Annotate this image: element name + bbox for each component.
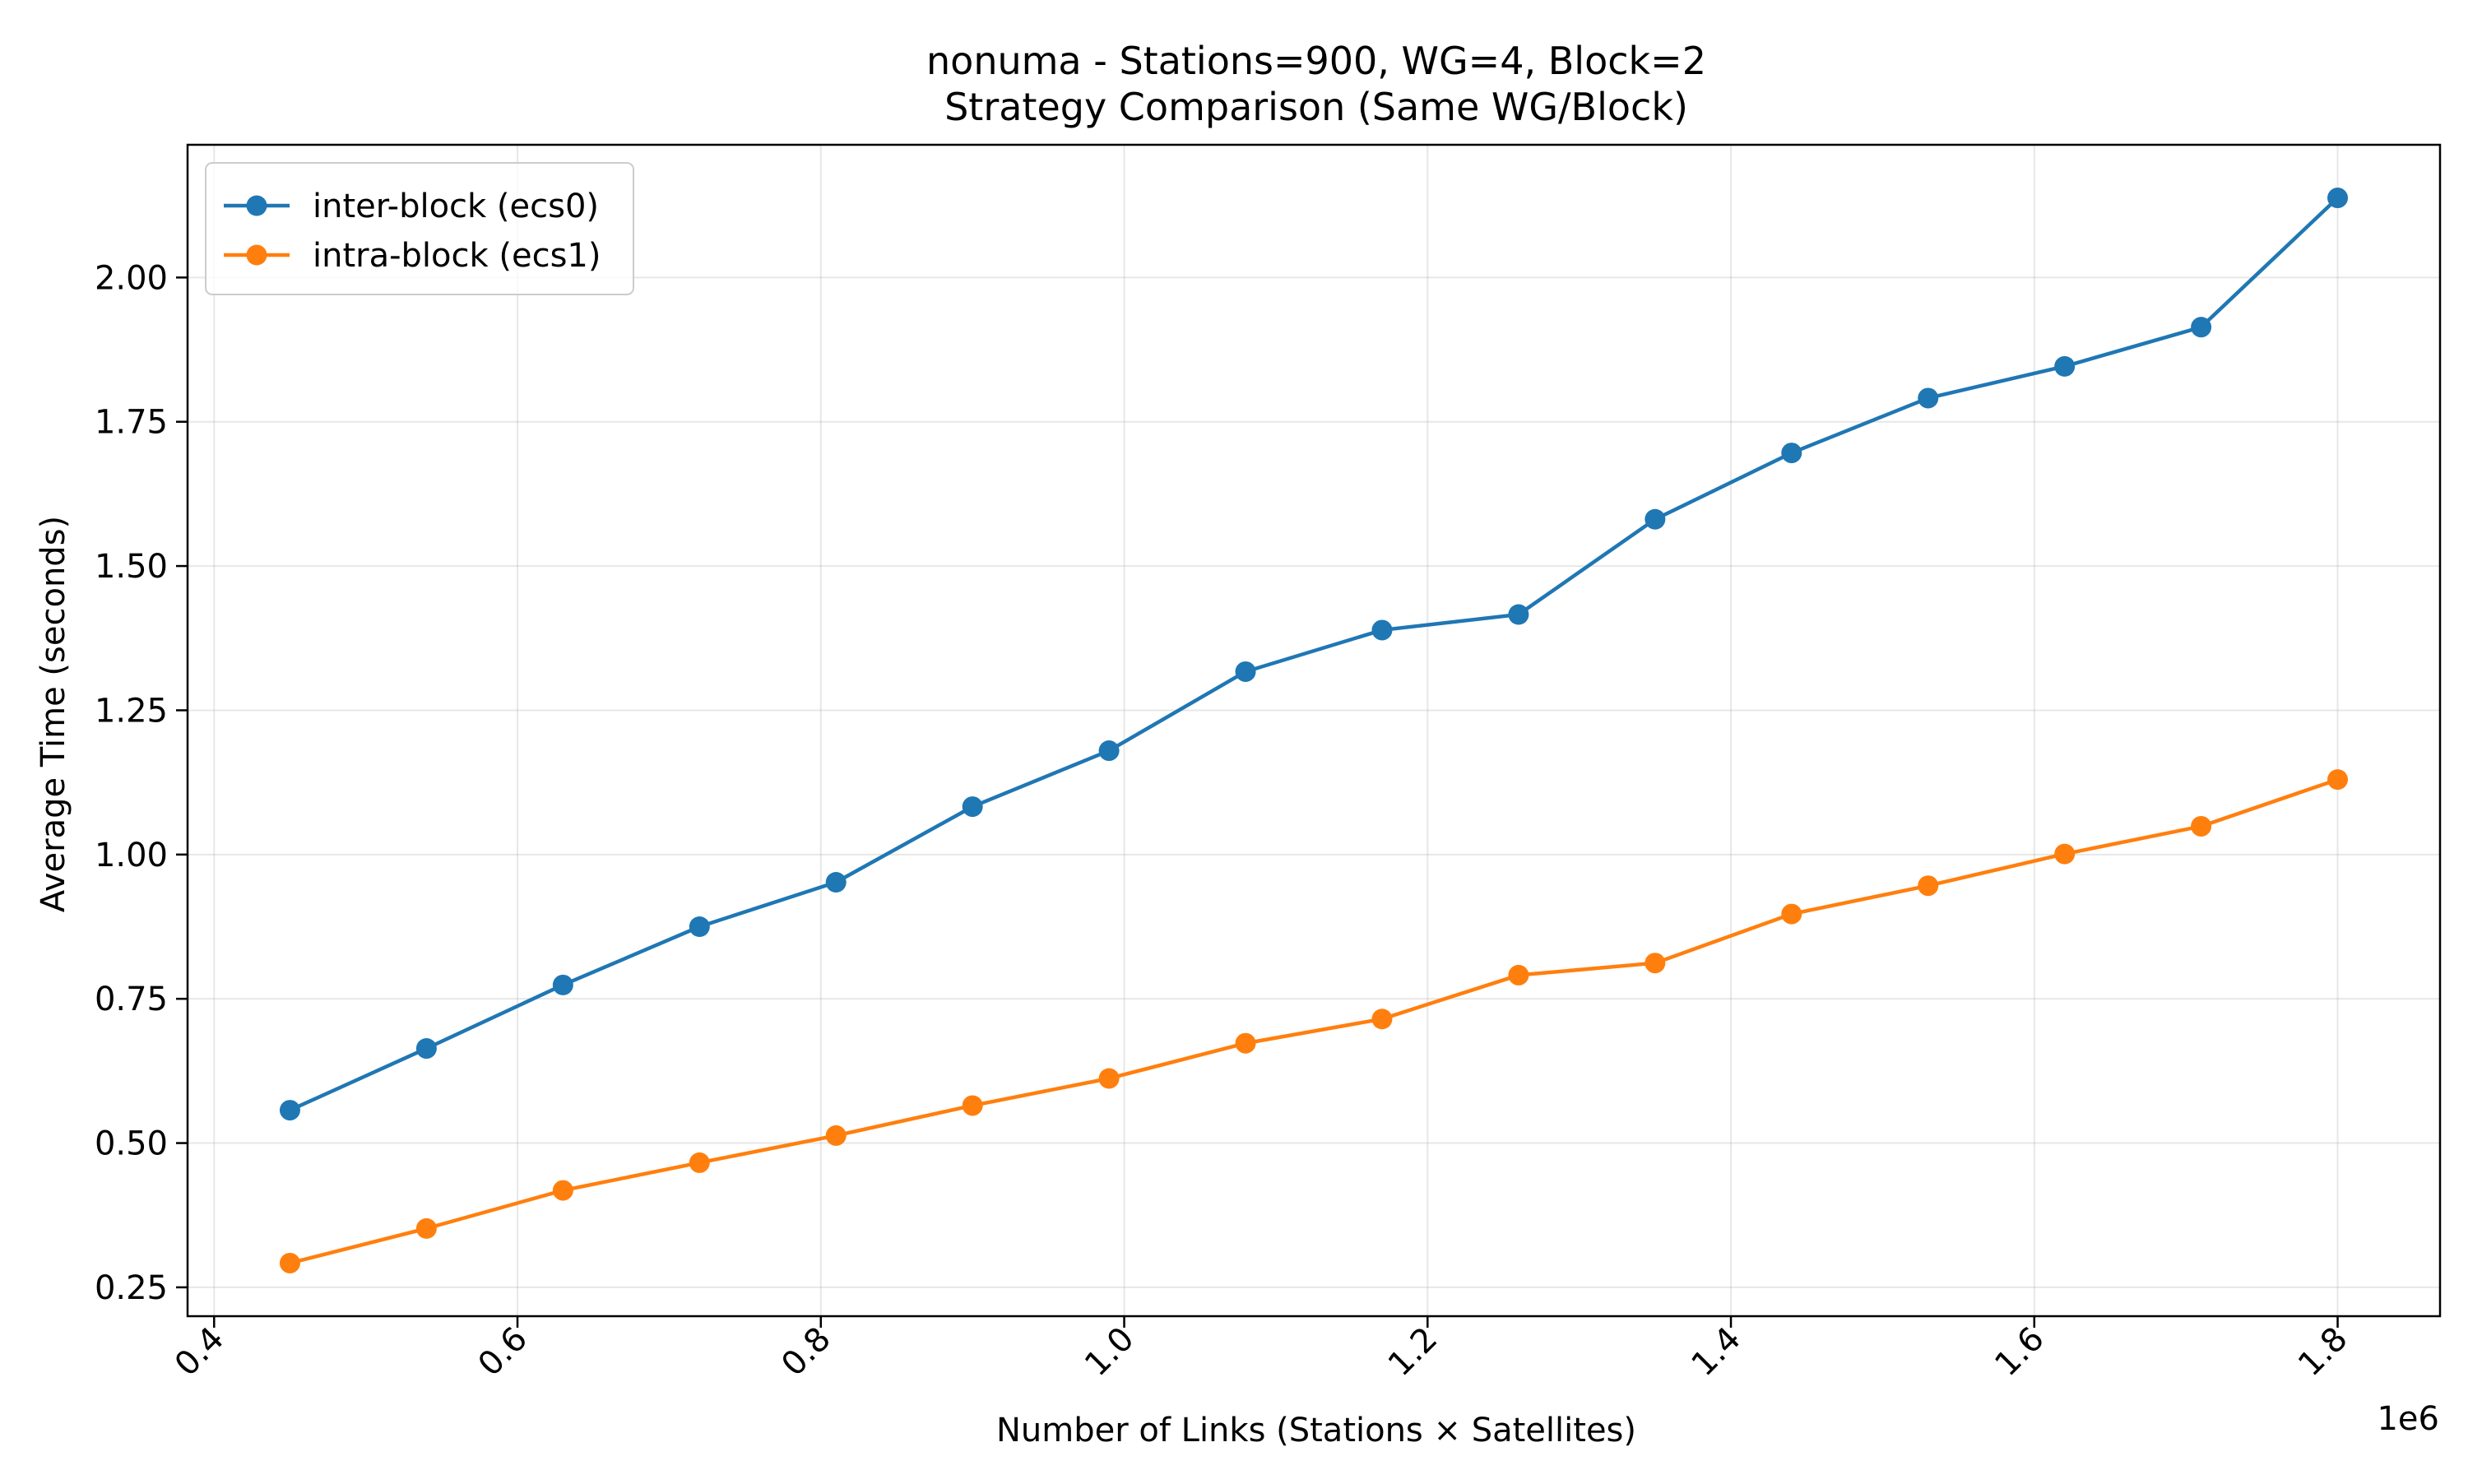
- data-point-series-0: [689, 916, 710, 938]
- legend-label-0: inter-block (ecs0): [313, 188, 599, 225]
- y-tick-label: 0.75: [95, 981, 168, 1018]
- data-point-series-0: [415, 1038, 437, 1060]
- legend-marker-1: [246, 244, 267, 266]
- y-tick-label: 1.50: [95, 548, 168, 586]
- data-point-series-1: [1235, 1032, 1256, 1054]
- data-point-series-1: [1645, 953, 1666, 974]
- data-point-series-0: [1371, 619, 1393, 641]
- y-tick-label: 0.25: [95, 1269, 168, 1307]
- data-point-series-1: [2327, 769, 2349, 791]
- x-axis-offset-label: 1e6: [2377, 1400, 2439, 1438]
- data-point-series-0: [1918, 387, 1939, 409]
- y-axis-label: Average Time (seconds): [35, 516, 72, 912]
- data-point-series-1: [2191, 815, 2212, 837]
- data-point-series-0: [825, 871, 847, 893]
- data-point-series-1: [415, 1217, 437, 1239]
- data-point-series-0: [1781, 443, 1802, 464]
- x-axis-label: Number of Links (Stations × Satellites): [996, 1412, 1636, 1449]
- y-tick-label: 1.25: [95, 692, 168, 730]
- data-point-series-1: [2054, 843, 2076, 865]
- chart-subtitle: Strategy Comparison (Same WG/Block): [944, 85, 1688, 129]
- data-point-series-1: [1781, 903, 1802, 925]
- data-point-series-1: [279, 1252, 300, 1273]
- data-point-series-1: [1508, 964, 1529, 985]
- data-point-series-0: [1098, 740, 1120, 762]
- data-point-series-0: [2054, 355, 2076, 377]
- y-tick-label: 0.50: [95, 1125, 168, 1163]
- data-point-series-0: [552, 974, 573, 995]
- data-point-series-0: [1645, 508, 1666, 530]
- chart-title: nonuma - Stations=900, WG=4, Block=2: [926, 39, 1706, 83]
- data-point-series-1: [1098, 1068, 1120, 1089]
- plot-frame: [186, 143, 2442, 1318]
- data-point-series-0: [1235, 661, 1256, 682]
- data-point-series-1: [689, 1152, 710, 1173]
- data-point-series-0: [2327, 188, 2349, 209]
- y-tick-label: 1.75: [95, 404, 168, 442]
- data-point-series-1: [1918, 875, 1939, 897]
- y-tick-label: 2.00: [95, 259, 168, 297]
- data-point-series-0: [962, 796, 983, 818]
- data-point-series-0: [1508, 604, 1529, 625]
- data-point-series-0: [279, 1100, 300, 1121]
- series-line-0: [289, 196, 2340, 1112]
- legend-label-1: intra-block (ecs1): [313, 237, 601, 275]
- data-point-series-1: [1371, 1009, 1393, 1030]
- data-point-series-1: [825, 1125, 847, 1146]
- plot-area: 0.250.500.751.001.251.501.752.000.4 0.6 0.…: [95, 143, 2442, 1384]
- y-tick-label: 1.00: [95, 837, 168, 874]
- data-point-series-1: [962, 1095, 983, 1116]
- series-line-1: [289, 777, 2339, 1265]
- data-point-series-1: [552, 1180, 573, 1201]
- legend-box: [205, 162, 634, 295]
- legend-marker-0: [246, 195, 267, 216]
- data-point-series-0: [2191, 317, 2212, 338]
